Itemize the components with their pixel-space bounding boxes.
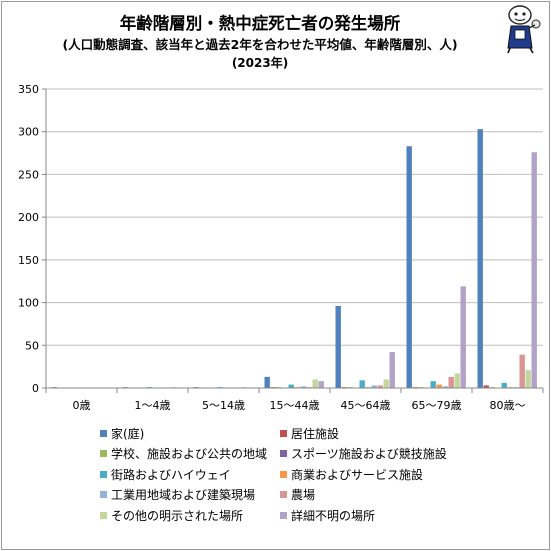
bar [454, 373, 460, 388]
bar [288, 384, 294, 388]
legend-swatch [280, 450, 287, 457]
bar [519, 354, 525, 388]
y-tick-label: 150 [18, 254, 39, 267]
legend-item: スポーツ施設および競技施設 [280, 445, 447, 463]
legend-swatch [280, 470, 287, 478]
bar [483, 385, 489, 388]
y-tick-label: 0 [32, 382, 39, 395]
bar [318, 381, 324, 388]
bar [335, 305, 341, 388]
bar [377, 385, 383, 388]
y-tick-label: 200 [18, 211, 39, 224]
bar [531, 152, 537, 388]
legend-item: 街路およびハイウェイ [100, 465, 231, 483]
chart-title: 年齢階層別・熱中症死亡者の発生場所 [119, 14, 401, 33]
bar [406, 146, 412, 388]
legend-label: スポーツ施設および競技施設 [291, 447, 447, 461]
bar [501, 382, 507, 388]
y-tick-label: 300 [18, 126, 39, 139]
legend-swatch [100, 491, 107, 498]
bar [448, 376, 454, 388]
y-tick-label: 50 [25, 339, 39, 352]
legend-label: 工業用地域および建築現場 [111, 488, 256, 502]
legend-swatch [280, 429, 287, 437]
x-tick-label: 15〜44歳 [270, 399, 320, 412]
x-tick-label: 0歳 [73, 399, 91, 412]
legend-item: 学校、施設および公共の地域 [100, 445, 267, 463]
bar [436, 384, 442, 388]
legend-label: 家(庭) [111, 426, 145, 441]
chart-year: (2023年) [231, 56, 289, 70]
gridlines [46, 88, 543, 389]
x-tick-label: 65〜79歳 [412, 399, 462, 412]
legend-label: 学校、施設および公共の地域 [111, 447, 268, 461]
legend-swatch [280, 491, 287, 498]
bar [430, 381, 436, 388]
legend-item: 商業およびサービス施設 [280, 465, 423, 483]
legend-item: その他の明示された場所 [100, 506, 243, 524]
bar [442, 386, 448, 388]
legend-item: 家(庭) [100, 424, 144, 442]
legend-swatch [100, 511, 107, 519]
bar [389, 352, 395, 388]
x-tick-label: 5〜14歳 [202, 399, 245, 412]
y-tick-label: 350 [18, 83, 39, 96]
x-tick-label: 80歳〜 [490, 399, 526, 412]
chart-subtitle: (人口動態調査、該当年と過去2年を合わせた平均値、年齢階層別、人) [62, 37, 458, 52]
legend-item: 居住施設 [280, 424, 339, 442]
legend-label: 居住施設 [291, 426, 340, 441]
legend-item: 工業用地域および建築現場 [100, 486, 255, 504]
legend-label: 農場 [291, 488, 316, 502]
axes: 0 50 100 150 200 250 300 350 0歳 1〜4歳 5〜14歳 15〜44歳 45… [18, 83, 544, 412]
bar [460, 286, 466, 388]
legend-label: 詳細不明の場所 [291, 508, 376, 523]
x-tick-label: 45〜64歳 [341, 399, 391, 412]
bar [383, 379, 389, 388]
legend-swatch [280, 511, 287, 519]
legend-label: 街路およびハイウェイ [111, 467, 231, 482]
bar [477, 129, 483, 388]
y-tick-label: 250 [18, 168, 39, 181]
x-tick-label: 1〜4歳 [135, 399, 171, 412]
legend-swatch [100, 429, 107, 437]
legend-item: 農場 [280, 486, 315, 504]
y-tick-label: 100 [18, 297, 39, 310]
legend-item: 詳細不明の場所 [280, 506, 375, 524]
bar [300, 386, 306, 388]
bar [264, 376, 270, 388]
bar [371, 385, 377, 388]
legend-swatch [100, 470, 107, 478]
bars [51, 129, 537, 388]
bar [312, 379, 318, 388]
legend-label: その他の明示された場所 [111, 508, 244, 523]
bar [359, 380, 365, 388]
bar [525, 370, 531, 388]
legend-swatch [100, 450, 107, 457]
mascot-logo [507, 5, 541, 54]
legend-label: 商業およびサービス施設 [291, 467, 424, 482]
